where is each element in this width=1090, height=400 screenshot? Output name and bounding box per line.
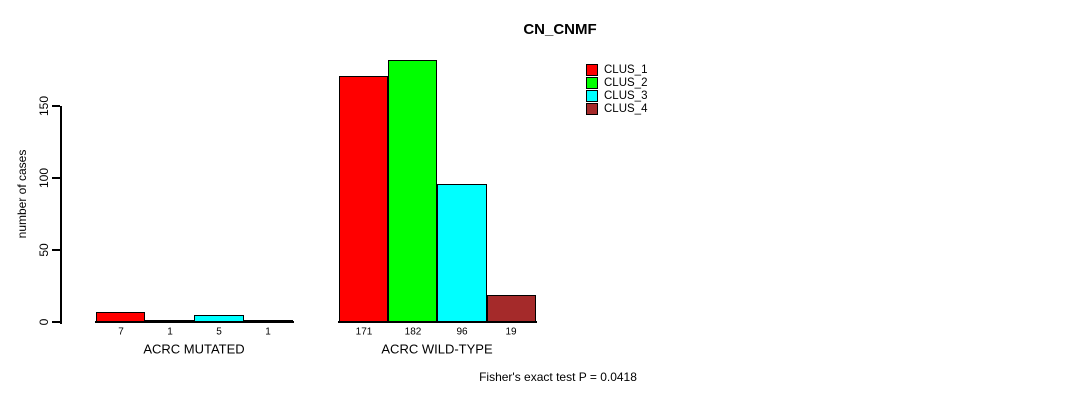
group-baseline (338, 321, 537, 323)
bar-value-label: 7 (118, 326, 124, 338)
legend-row: CLUS_4 (586, 102, 647, 115)
legend-swatch-clus_4 (586, 102, 598, 115)
y-tick-label: 0 (37, 318, 51, 326)
annotation-text: Fisher's exact test P = 0.0418 (479, 370, 637, 384)
bar-clus_2-group2 (388, 60, 437, 322)
y-tick-mark (52, 321, 60, 323)
chart-title: CN_CNMF (523, 21, 597, 38)
legend-row: CLUS_3 (586, 89, 647, 102)
bar-value-label: 96 (456, 326, 468, 338)
y-tick-mark (52, 105, 60, 107)
bar-clus_4-group1 (244, 320, 293, 322)
group-label: ACRC WILD-TYPE (381, 341, 493, 357)
legend-swatch-clus_1 (586, 63, 598, 76)
legend-swatch-clus_3 (586, 89, 598, 102)
bar-clus_4-group2 (487, 295, 536, 322)
group-label: ACRC MUTATED (143, 341, 245, 357)
legend-label: CLUS_1 (604, 63, 648, 76)
y-tick-label: 150 (37, 95, 51, 117)
legend-label: CLUS_3 (604, 89, 648, 102)
y-tick-mark (52, 177, 60, 179)
bar-value-label: 5 (216, 326, 222, 338)
bar-value-label: 19 (505, 326, 517, 338)
legend: CLUS_1 CLUS_2 CLUS_3 CLUS_4 (586, 63, 647, 115)
legend-swatch-clus_2 (586, 76, 598, 89)
bar-value-label: 182 (404, 326, 422, 338)
bar-clus_3-group2 (437, 184, 487, 322)
legend-label: CLUS_4 (604, 102, 648, 115)
bar-value-label: 171 (355, 326, 373, 338)
y-axis-label: number of cases (15, 149, 29, 239)
y-tick-mark (52, 249, 60, 251)
group-baseline (95, 321, 294, 323)
bar-clus_2-group1 (145, 320, 194, 322)
y-tick-label: 100 (37, 167, 51, 189)
bar-value-label: 1 (265, 326, 271, 338)
legend-label: CLUS_2 (604, 76, 648, 89)
legend-row: CLUS_1 (586, 63, 647, 76)
legend-row: CLUS_2 (586, 76, 647, 89)
bar-clus_3-group1 (194, 315, 244, 322)
bar-clus_1-group2 (339, 76, 388, 322)
y-axis-line (60, 106, 62, 324)
bar-clus_1-group1 (96, 312, 145, 322)
bar-value-label: 1 (167, 326, 173, 338)
y-tick-label: 50 (37, 243, 51, 257)
